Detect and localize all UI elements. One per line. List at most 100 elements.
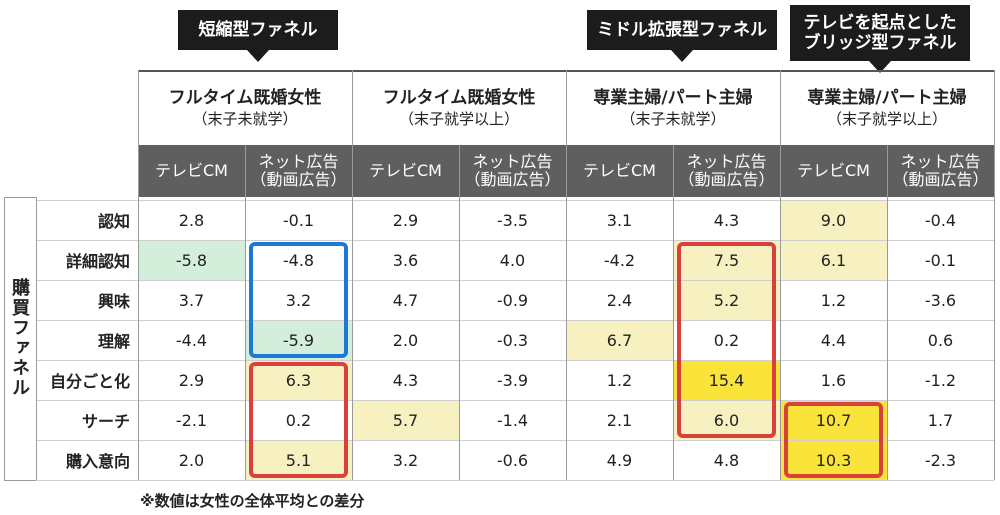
- highlight-cell: [566, 320, 673, 360]
- col-divider: [4, 197, 5, 480]
- value-cell: 0.6: [887, 320, 994, 360]
- value-text: -0.4: [924, 210, 957, 230]
- row-divider: [36, 280, 994, 281]
- segment-header: フルタイム既婚女性 （末子就学以上）: [352, 70, 566, 145]
- segment-header: フルタイム既婚女性 （末子未就学）: [138, 70, 352, 145]
- highlight-cell: [673, 280, 780, 320]
- col-divider: [352, 70, 353, 480]
- highlight-cell: [245, 360, 352, 400]
- value-cell: -0.3: [459, 320, 566, 360]
- highlight-cell: [138, 240, 245, 280]
- media-label: （動画広告）: [250, 170, 347, 189]
- value-cell: -5.9: [245, 320, 352, 360]
- row-divider: [36, 240, 994, 241]
- value-text: 4.7: [392, 290, 419, 310]
- stage-label: サーチ: [36, 400, 138, 440]
- col-divider: [36, 197, 37, 480]
- emphasis-box-red: [249, 362, 348, 478]
- value-text: 9.0: [820, 210, 847, 230]
- media-header: テレビCM: [566, 145, 673, 197]
- value-text: -0.1: [282, 210, 315, 230]
- row-divider: [36, 200, 994, 201]
- row-divider: [4, 480, 36, 481]
- segment-name: フルタイム既婚女性: [168, 87, 322, 108]
- value-text: 2.9: [178, 370, 205, 390]
- highlight-cell: [780, 440, 887, 480]
- segment-header: 専業主婦/パート主婦 （末子就学以上）: [780, 70, 994, 145]
- media-label: テレビCM: [583, 161, 656, 180]
- value-text: -3.6: [924, 290, 957, 310]
- stage-name: 購入意向: [65, 452, 130, 471]
- value-text: 5.1: [285, 450, 312, 470]
- media-header: ネット広告 （動画広告）: [245, 145, 352, 197]
- value-cell: 0.2: [673, 320, 780, 360]
- value-text: -5.9: [282, 330, 315, 350]
- value-text: -4.4: [175, 330, 208, 350]
- value-cell: -2.3: [887, 440, 994, 480]
- value-text: 10.3: [815, 450, 852, 470]
- value-text: 4.0: [499, 250, 526, 270]
- value-cell: -3.5: [459, 200, 566, 240]
- media-label: テレビCM: [797, 161, 870, 180]
- callout-short-funnel: 短縮型ファネル: [178, 10, 338, 62]
- value-text: 4.9: [606, 450, 633, 470]
- highlight-cell: [780, 200, 887, 240]
- value-cell: -3.6: [887, 280, 994, 320]
- value-cell: 10.7: [780, 400, 887, 440]
- value-cell: 1.2: [566, 360, 673, 400]
- col-divider: [780, 70, 781, 480]
- value-cell: 5.1: [245, 440, 352, 480]
- stage-name: 詳細認知: [65, 252, 130, 271]
- value-cell: 3.1: [566, 200, 673, 240]
- value-cell: 5.7: [352, 400, 459, 440]
- segment-name: フルタイム既婚女性: [382, 87, 536, 108]
- value-text: 0.2: [285, 410, 312, 430]
- col-divider: [459, 145, 460, 480]
- segment-name: 専業主婦/パート主婦: [807, 87, 967, 108]
- emphasis-box-red: [677, 242, 776, 438]
- value-cell: 6.1: [780, 240, 887, 280]
- value-text: -2.3: [924, 450, 957, 470]
- value-text: 4.3: [392, 370, 419, 390]
- value-text: -1.2: [924, 370, 957, 390]
- col-divider: [673, 145, 674, 480]
- value-cell: 3.7: [138, 280, 245, 320]
- callout-bridge-funnel: テレビを起点とした ブリッジ型ファネル: [790, 5, 970, 73]
- row-divider: [36, 440, 994, 441]
- value-cell: -4.2: [566, 240, 673, 280]
- value-text: -3.5: [496, 210, 529, 230]
- value-text: 2.8: [178, 210, 205, 230]
- value-cell: 2.0: [138, 440, 245, 480]
- highlight-cell: [352, 400, 459, 440]
- value-text: -5.8: [175, 250, 208, 270]
- value-cell: -1.2: [887, 360, 994, 400]
- emphasis-box-red: [784, 402, 883, 478]
- media-label: ネット広告: [900, 152, 981, 171]
- callout-text: 短縮型ファネル: [199, 20, 318, 40]
- segment-sub: （末子就学以上）: [398, 109, 519, 128]
- row-divider: [36, 400, 994, 401]
- value-text: -0.1: [924, 250, 957, 270]
- highlight-cell: [780, 240, 887, 280]
- value-text: 6.3: [285, 370, 312, 390]
- value-text: 2.0: [392, 330, 419, 350]
- value-cell: -0.1: [245, 200, 352, 240]
- col-divider: [245, 145, 246, 480]
- col-divider: [887, 145, 888, 480]
- media-label: テレビCM: [155, 161, 228, 180]
- value-cell: 6.7: [566, 320, 673, 360]
- media-header: テレビCM: [138, 145, 245, 197]
- value-cell: 4.3: [673, 200, 780, 240]
- value-cell: -0.4: [887, 200, 994, 240]
- media-header: ネット広告 （動画広告）: [459, 145, 566, 197]
- value-text: 3.2: [285, 290, 312, 310]
- stage-label: 理解: [36, 320, 138, 360]
- value-cell: 4.8: [673, 440, 780, 480]
- value-cell: -4.4: [138, 320, 245, 360]
- value-text: 4.8: [713, 450, 740, 470]
- segment-sub: （末子未就学）: [192, 109, 298, 128]
- highlight-cell: [245, 320, 352, 360]
- value-text: 7.5: [713, 250, 740, 270]
- value-cell: 3.6: [352, 240, 459, 280]
- value-cell: 4.7: [352, 280, 459, 320]
